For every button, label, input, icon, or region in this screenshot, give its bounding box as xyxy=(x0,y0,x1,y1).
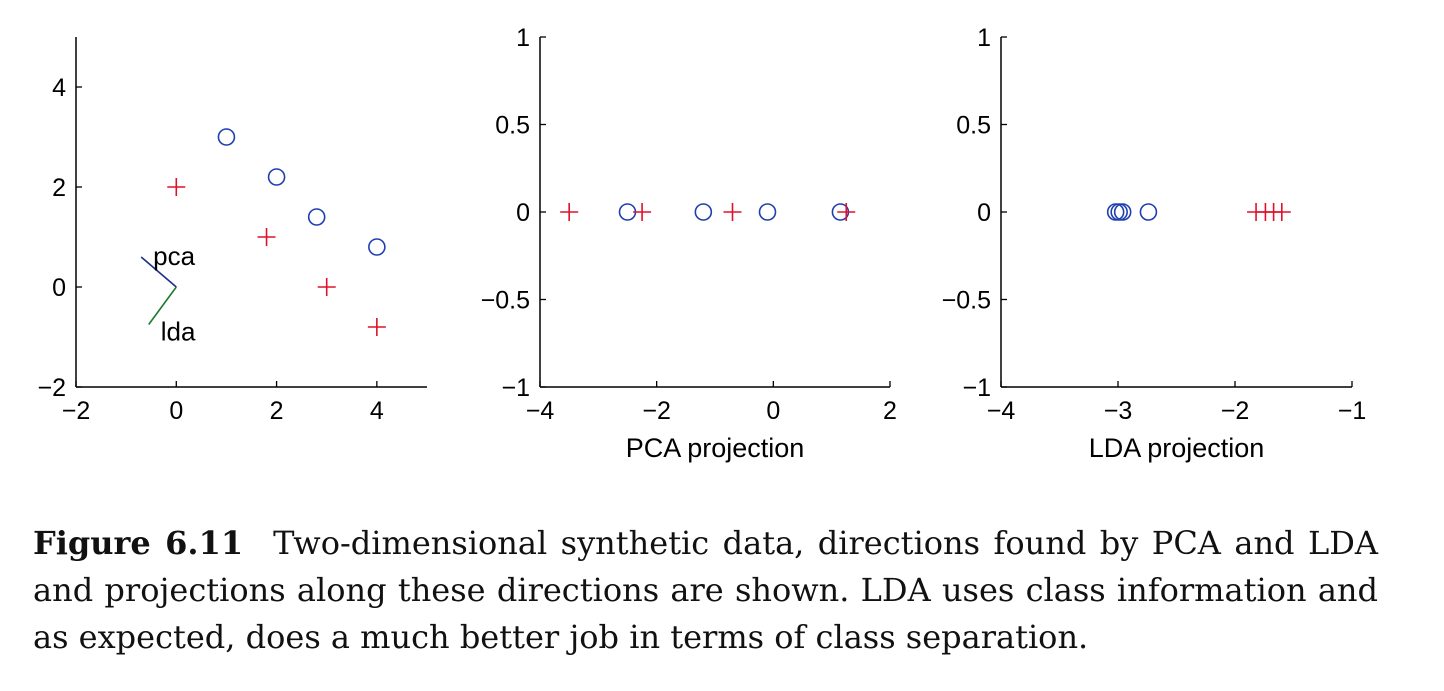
y-tick-label: 0 xyxy=(52,274,66,302)
x-tick-label: −3 xyxy=(1104,397,1133,425)
y-tick-label: 0.5 xyxy=(956,112,991,140)
y-tick-label: 1 xyxy=(516,24,530,52)
x-tick-label: −2 xyxy=(1221,397,1250,425)
figure-label: Figure 6.11 xyxy=(33,524,244,562)
data-point-circle xyxy=(1106,203,1125,221)
x-tick-label: −2 xyxy=(642,397,671,425)
lda-direction-label: lda xyxy=(161,317,196,347)
y-tick-label: 0 xyxy=(516,199,530,227)
y-tick-label: −0.5 xyxy=(481,287,530,315)
data-point-plus xyxy=(633,203,652,221)
data-point-circle xyxy=(758,203,777,221)
caption-text: Two-dimensional synthetic data, directio… xyxy=(33,524,1378,656)
data-point-plus xyxy=(367,318,386,336)
y-tick-label: −1 xyxy=(501,374,530,402)
x-tick-label: −4 xyxy=(526,397,555,425)
x-tick-label: −2 xyxy=(62,397,91,425)
data-point-circle xyxy=(217,128,236,146)
data-point-plus xyxy=(723,203,742,221)
lda-direction-line xyxy=(148,286,177,325)
data-point-circle xyxy=(307,208,326,226)
figure-caption: Figure 6.11 Two-dimensional synthetic dat… xyxy=(33,520,1378,661)
y-tick-label: −1 xyxy=(962,374,991,402)
x-tick-label: 2 xyxy=(883,397,897,425)
data-point-circle xyxy=(694,203,713,221)
x-tick-label: 4 xyxy=(370,397,384,425)
pca-direction-label: pca xyxy=(153,241,195,271)
x-tick-label: −1 xyxy=(1338,397,1367,425)
data-point-plus xyxy=(837,203,856,221)
x-tick-label: −4 xyxy=(987,397,1016,425)
y-tick-label: 2 xyxy=(52,174,66,202)
data-point-circle xyxy=(267,168,286,186)
y-tick-label: −2 xyxy=(37,374,66,402)
y-tick-label: −0.5 xyxy=(942,287,991,315)
data-point-plus xyxy=(317,278,336,296)
chart-panel-3: −4 −3 −2 −1 −1 −0.5 0 0.5 1 LDA projection xyxy=(942,24,1367,463)
data-point-plus xyxy=(1272,203,1291,221)
pca-direction-line xyxy=(140,256,177,288)
y-tick-label: 0 xyxy=(977,199,991,227)
y-tick-label: 4 xyxy=(52,74,66,102)
chart-panel-1: −2 0 2 4 −2 0 2 4 pca lda xyxy=(37,37,427,425)
x-tick-label: 2 xyxy=(270,397,284,425)
data-point-plus xyxy=(257,228,276,246)
y-tick-label: 0.5 xyxy=(495,112,530,140)
data-point-plus xyxy=(167,178,186,196)
figure: −2 0 2 4 −2 0 2 4 pca lda −4 −2 0 2 −1 −0.5 0 0.5 1 PCA pro… xyxy=(37,24,1367,463)
data-point-plus xyxy=(560,203,579,221)
x-axis-label: LDA projection xyxy=(1089,433,1265,463)
x-tick-label: 0 xyxy=(169,397,183,425)
y-tick-label: 1 xyxy=(977,24,991,52)
x-axis-label: PCA projection xyxy=(626,433,805,463)
data-point-circle xyxy=(1110,203,1128,221)
data-point-circle xyxy=(1139,203,1158,221)
data-point-circle xyxy=(1113,203,1132,221)
x-tick-label: 0 xyxy=(766,397,780,425)
data-point-circle xyxy=(368,238,386,256)
chart-panel-2: −4 −2 0 2 −1 −0.5 0 0.5 1 PCA projection xyxy=(481,24,897,463)
